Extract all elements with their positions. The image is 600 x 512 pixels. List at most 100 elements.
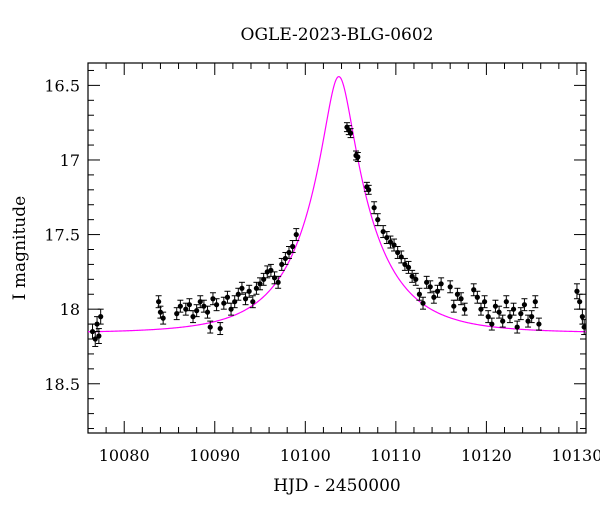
x-tick-label: 10100 — [280, 446, 331, 465]
marker — [496, 309, 502, 315]
marker — [503, 299, 509, 305]
marker — [500, 318, 506, 324]
data-point — [481, 295, 488, 309]
marker — [532, 299, 538, 305]
marker — [213, 302, 220, 308]
y-tick-label: 18 — [60, 300, 80, 319]
data-point — [365, 184, 372, 195]
data-point — [387, 235, 394, 249]
marker — [405, 264, 412, 270]
x-tick-label: 10120 — [461, 446, 512, 465]
plot-frame — [87, 62, 587, 434]
marker — [427, 284, 433, 290]
data-point — [416, 287, 423, 301]
marker — [447, 284, 453, 290]
marker — [521, 302, 528, 308]
data-point — [177, 299, 184, 313]
data-point — [228, 302, 235, 316]
marker — [413, 276, 419, 282]
x-tick-label: 10080 — [99, 446, 150, 465]
data-point — [450, 299, 457, 313]
data-point — [204, 305, 211, 319]
data-point — [412, 272, 419, 286]
data-point — [430, 290, 437, 304]
marker — [579, 314, 585, 320]
data-point — [528, 310, 535, 324]
marker — [194, 308, 200, 314]
x-axis-label: HJD - 2450000 — [273, 476, 401, 496]
data-point — [496, 305, 503, 319]
marker — [156, 299, 162, 305]
marker — [514, 324, 520, 330]
marker — [510, 306, 517, 312]
marker — [98, 314, 104, 320]
data-point — [461, 302, 468, 316]
data-point — [405, 260, 412, 274]
marker — [201, 303, 207, 309]
data-point — [458, 292, 465, 306]
marker — [290, 243, 296, 250]
data-point — [447, 280, 454, 294]
data-point — [420, 296, 427, 310]
data-point — [293, 228, 300, 242]
data-point — [95, 328, 102, 344]
data-point — [409, 269, 416, 283]
marker — [210, 296, 216, 302]
marker — [250, 299, 256, 305]
marker — [275, 279, 281, 285]
x-tick-label: 10090 — [189, 446, 240, 465]
data-point — [517, 307, 524, 321]
marker — [380, 228, 386, 235]
data-point — [573, 283, 580, 300]
marker — [204, 309, 211, 315]
marker — [409, 273, 415, 279]
data-point — [173, 307, 180, 321]
marker — [177, 303, 183, 309]
marker — [529, 314, 535, 320]
data-point — [238, 281, 245, 295]
data-point — [371, 201, 378, 215]
data-point — [190, 310, 197, 324]
model-curve — [88, 75, 586, 333]
data-point — [510, 302, 517, 316]
marker — [402, 261, 408, 268]
marker — [416, 291, 422, 297]
data-point — [506, 310, 513, 324]
data-point — [217, 322, 224, 336]
data-point — [485, 310, 492, 324]
axis-ticks — [87, 63, 586, 433]
marker — [375, 217, 381, 223]
data-point — [576, 293, 583, 310]
data-point — [289, 240, 296, 253]
data-point — [401, 257, 408, 271]
data-point — [220, 296, 227, 310]
marker — [160, 315, 166, 321]
data-point — [275, 275, 282, 289]
data-point — [423, 275, 430, 289]
marker — [224, 294, 231, 300]
data-point — [347, 128, 354, 139]
marker — [190, 314, 196, 320]
marker — [481, 299, 488, 305]
y-tick-label: 16.5 — [44, 76, 80, 95]
marker — [246, 288, 252, 294]
marker — [96, 333, 102, 339]
marker — [282, 255, 288, 262]
y-tick-label: 17.5 — [44, 226, 80, 245]
marker — [355, 154, 361, 160]
marker — [536, 321, 542, 327]
marker — [581, 324, 586, 330]
marker — [366, 187, 372, 193]
data-point — [354, 152, 361, 162]
data-point — [581, 319, 586, 336]
marker — [518, 311, 524, 317]
marker — [221, 300, 227, 306]
marker — [217, 325, 223, 332]
marker — [574, 288, 580, 294]
marker — [286, 249, 292, 256]
marker — [474, 294, 480, 300]
x-tick-label: 10130 — [551, 446, 600, 465]
data-point — [249, 295, 256, 309]
marker — [235, 291, 241, 297]
data-point — [253, 281, 260, 295]
